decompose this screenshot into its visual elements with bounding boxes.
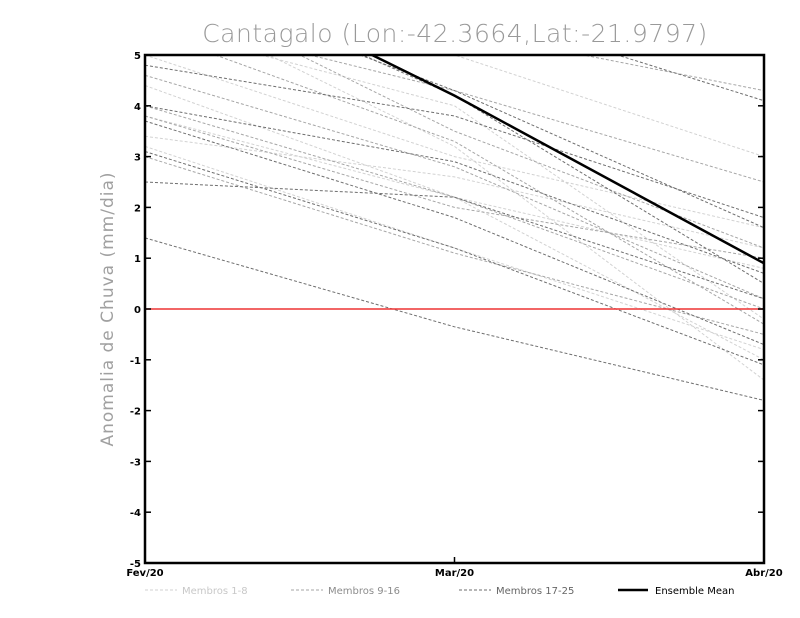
- member-line-membro-11: [298, 55, 764, 249]
- legend-label: Membros 17-25: [496, 586, 574, 597]
- legend-label: Membros 1-8: [182, 586, 248, 597]
- y-tick-label: -2: [130, 407, 141, 418]
- member-line-membro-9: [145, 156, 764, 335]
- member-line-membro-14: [580, 55, 764, 92]
- member-line-membro-25: [615, 55, 764, 102]
- ensemble-mean-line: [369, 55, 764, 265]
- y-tick-label: 5: [134, 51, 141, 62]
- member-line-membro-13: [145, 115, 764, 259]
- y-tick-label: -4: [130, 508, 141, 519]
- x-axis: Fev/20 Mar/20 Abr/20: [126, 557, 783, 579]
- y-tick-label: -3: [130, 457, 141, 468]
- chart-title: Cantagalo (Lon:-42.3664,Lat:-21.9797): [202, 19, 708, 48]
- plot-area: [143, 53, 766, 565]
- y-tick-label: 1: [134, 254, 141, 265]
- x-tick-label: Abr/20: [745, 568, 782, 579]
- member-line-membro-12: [145, 74, 764, 300]
- member-line-membro-20: [145, 181, 764, 300]
- y-tick-label: 2: [134, 203, 141, 214]
- member-line-membro-3: [259, 55, 764, 320]
- member-line-membro-2: [145, 115, 764, 269]
- member-line-membro-22: [145, 120, 764, 346]
- y-axis-label: Anomalia de Chuva (mm/dia): [98, 171, 118, 446]
- x-tick-label: Mar/20: [435, 568, 474, 579]
- member-line-membro-8: [145, 85, 764, 361]
- legend: Membros 1-8 Membros 9-16 Membros 17-25 Ense…: [145, 586, 734, 597]
- x-tick-label: Fev/20: [126, 568, 163, 579]
- y-tick-label: -1: [130, 356, 141, 367]
- member-line-membro-23: [358, 55, 764, 229]
- y-tick-label: 3: [134, 153, 141, 164]
- y-axis: 5 4 3 2 1 0 -1 -2 -3 -4 -5: [130, 51, 764, 570]
- y-tick-label: 4: [134, 102, 141, 113]
- member-line-membro-5: [145, 145, 764, 351]
- member-line-membro-6: [145, 55, 764, 229]
- legend-label: Membros 9-16: [328, 586, 400, 597]
- member-line-membro-16: [145, 105, 764, 310]
- y-tick-label: 0: [134, 305, 141, 316]
- y-tick-label: -5: [130, 559, 141, 570]
- member-line-membro-1: [145, 135, 764, 249]
- member-line-membro-17: [145, 64, 764, 219]
- member-line-membro-18: [145, 237, 764, 401]
- legend-label: Ensemble Mean: [655, 586, 734, 597]
